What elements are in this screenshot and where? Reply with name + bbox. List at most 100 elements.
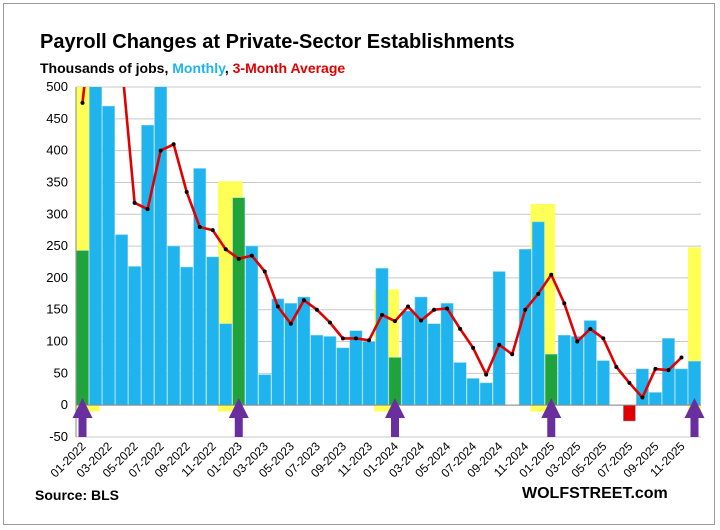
bar-05-2024 [440,303,454,406]
bar-08-2024 [479,382,493,406]
y-tick-label: 50 [54,365,68,380]
average-point-06-2023 [301,298,306,303]
arrow-layer [72,398,705,437]
subtitle-monthly: Monthly [172,60,225,76]
y-tick-label: 200 [46,270,68,285]
average-point-03-2025 [575,339,580,344]
bar-07-2025 [623,404,636,422]
y-tick-label: 300 [46,206,68,221]
chart-frame [3,3,715,525]
average-point-12-2023 [379,312,384,317]
y-tick-label: 150 [46,302,68,317]
average-point-11-2023 [366,338,371,343]
average-point-10-2025 [666,368,671,373]
average-point-01-2023 [236,256,241,261]
bar-02-2023 [245,245,259,406]
bar-01-2025 [544,354,558,406]
chart-subtitle: Thousands of jobs, Monthly, 3-Month Aver… [40,60,345,76]
bar-03-2022 [102,105,115,406]
bar-08-2022 [167,245,181,406]
bar-03-2023 [258,374,272,406]
y-tick-label: 500 [46,79,68,94]
average-point-09-2022 [184,190,189,194]
arrow-01-2024 [385,398,406,437]
average-point-09-2025 [653,366,658,371]
average-point-07-2023 [314,307,319,312]
average-point-06-2024 [458,326,463,331]
source-label: Source: BLS [35,487,120,503]
bar-11-2023 [362,341,376,406]
bar-12-2022 [219,323,233,406]
bar-01-2023 [232,197,246,406]
average-point-03-2023 [262,269,267,274]
bar-09-2024 [492,271,506,406]
average-point-08-2024 [484,372,489,377]
y-tick-layer: -50 0 50 100 150 200 250 300 350 400 450 500 [46,79,68,444]
subtitle-average: 3-Month Average [232,60,346,76]
marker-layer [80,60,684,400]
average-point-03-2024 [419,318,424,323]
average-point-04-2023 [275,304,280,309]
bar-04-2023 [271,298,285,406]
y-tick-label: -50 [49,429,68,444]
bar-06-2022 [141,124,154,406]
subtitle-prefix: Thousands of jobs, [40,60,173,76]
bar-02-2024 [401,310,415,406]
x-tick-layer: 01-202203-202205-202207-202209-202211-20… [48,439,688,480]
bar-11-2022 [206,256,220,406]
y-tick-label: 400 [46,143,68,158]
average-point-12-2022 [223,247,228,252]
average-point-05-2023 [288,321,293,326]
arrow-01-2023 [228,398,249,437]
arrow-01-2025 [541,398,562,437]
y-tick-label: 450 [46,111,68,126]
bar-06-2023 [297,296,311,406]
average-point-05-2022 [132,200,137,205]
average-point-01-2022 [80,100,85,105]
bar-05-2025 [596,360,610,406]
average-point-08-2025 [640,395,645,400]
average-point-08-2023 [327,320,332,325]
bar-03-2025 [570,336,584,406]
bar-07-2022 [154,87,168,406]
average-point-11-2024 [523,307,528,312]
average-point-04-2022 [120,60,124,64]
y-tick-label: 350 [46,174,68,189]
average-point-06-2025 [614,365,619,369]
average-point-10-2022 [197,225,202,229]
bar-10-2022 [193,168,207,406]
average-point-09-2023 [340,336,345,341]
average-point-08-2022 [171,142,176,147]
bar-02-2025 [557,334,571,406]
bar-05-2022 [128,266,141,406]
average-point-07-2025 [627,380,632,385]
bar-12-2024 [531,221,545,406]
bar-03-2024 [414,296,428,406]
bar-06-2024 [453,362,467,406]
average-point-02-2025 [562,301,567,306]
subtitle-comma: , [224,60,233,76]
average-point-05-2025 [601,336,606,341]
bar-07-2024 [466,378,480,406]
bar-01-2022 [76,250,89,406]
average-point-07-2024 [471,345,476,350]
average-point-05-2024 [445,306,450,311]
average-point-04-2024 [432,307,437,312]
bar-layer [76,87,701,422]
bar-11-2025 [675,368,688,406]
average-point-02-2024 [406,304,411,309]
credit-label: WOLFSTREET.com [522,485,668,502]
bar-04-2022 [115,234,128,406]
y-tick-label: 0 [61,397,68,412]
chart-title: Payroll Changes at Private-Sector Establ… [40,31,515,53]
average-point-04-2025 [588,326,593,331]
bar-10-2023 [349,330,363,406]
average-point-02-2023 [249,253,254,258]
bar-04-2024 [427,323,441,406]
average-point-09-2024 [497,342,502,347]
average-point-06-2022 [145,207,150,212]
bar-09-2023 [336,347,350,406]
bar-09-2025 [649,392,662,406]
average-point-01-2025 [549,272,554,277]
